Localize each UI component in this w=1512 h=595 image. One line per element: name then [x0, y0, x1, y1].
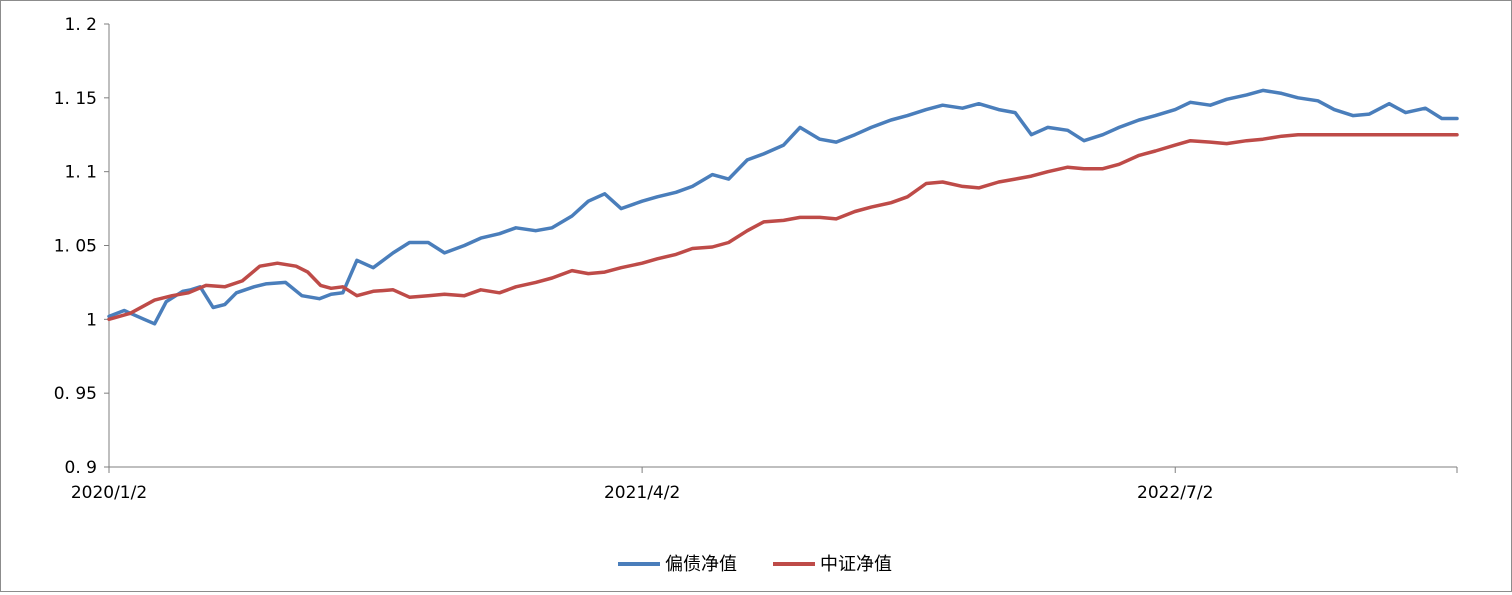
- y-tick-label: 1: [86, 310, 97, 330]
- legend: 偏债净值 中证净值: [618, 554, 892, 575]
- x-tick-label: 2021/4/2: [604, 483, 680, 503]
- y-tick-label: 1. 1: [65, 163, 97, 183]
- y-tick-label: 1. 05: [54, 237, 97, 257]
- x-tick-label: 2022/7/2: [1137, 483, 1213, 503]
- x-tick-labels: 2020/1/2 2021/4/2 2022/7/2: [71, 467, 1458, 503]
- legend-label-偏债净值: 偏债净值: [665, 554, 737, 575]
- legend-label-中证净值: 中证净值: [820, 554, 892, 575]
- y-tick-label: 0. 95: [54, 384, 97, 404]
- series-line-偏债净值: [107, 88, 1459, 326]
- y-tick-labels: 1. 2 1. 15 1. 1 1. 05 1 0. 95 0. 9: [54, 15, 109, 478]
- x-tick-label: 2020/1/2: [71, 483, 147, 503]
- series-layer: [107, 88, 1459, 326]
- y-tick-label: 1. 2: [65, 15, 97, 35]
- y-tick-label: 0. 9: [65, 458, 97, 478]
- series-line-中证净值: [107, 132, 1459, 322]
- y-tick-label: 1. 15: [54, 89, 97, 109]
